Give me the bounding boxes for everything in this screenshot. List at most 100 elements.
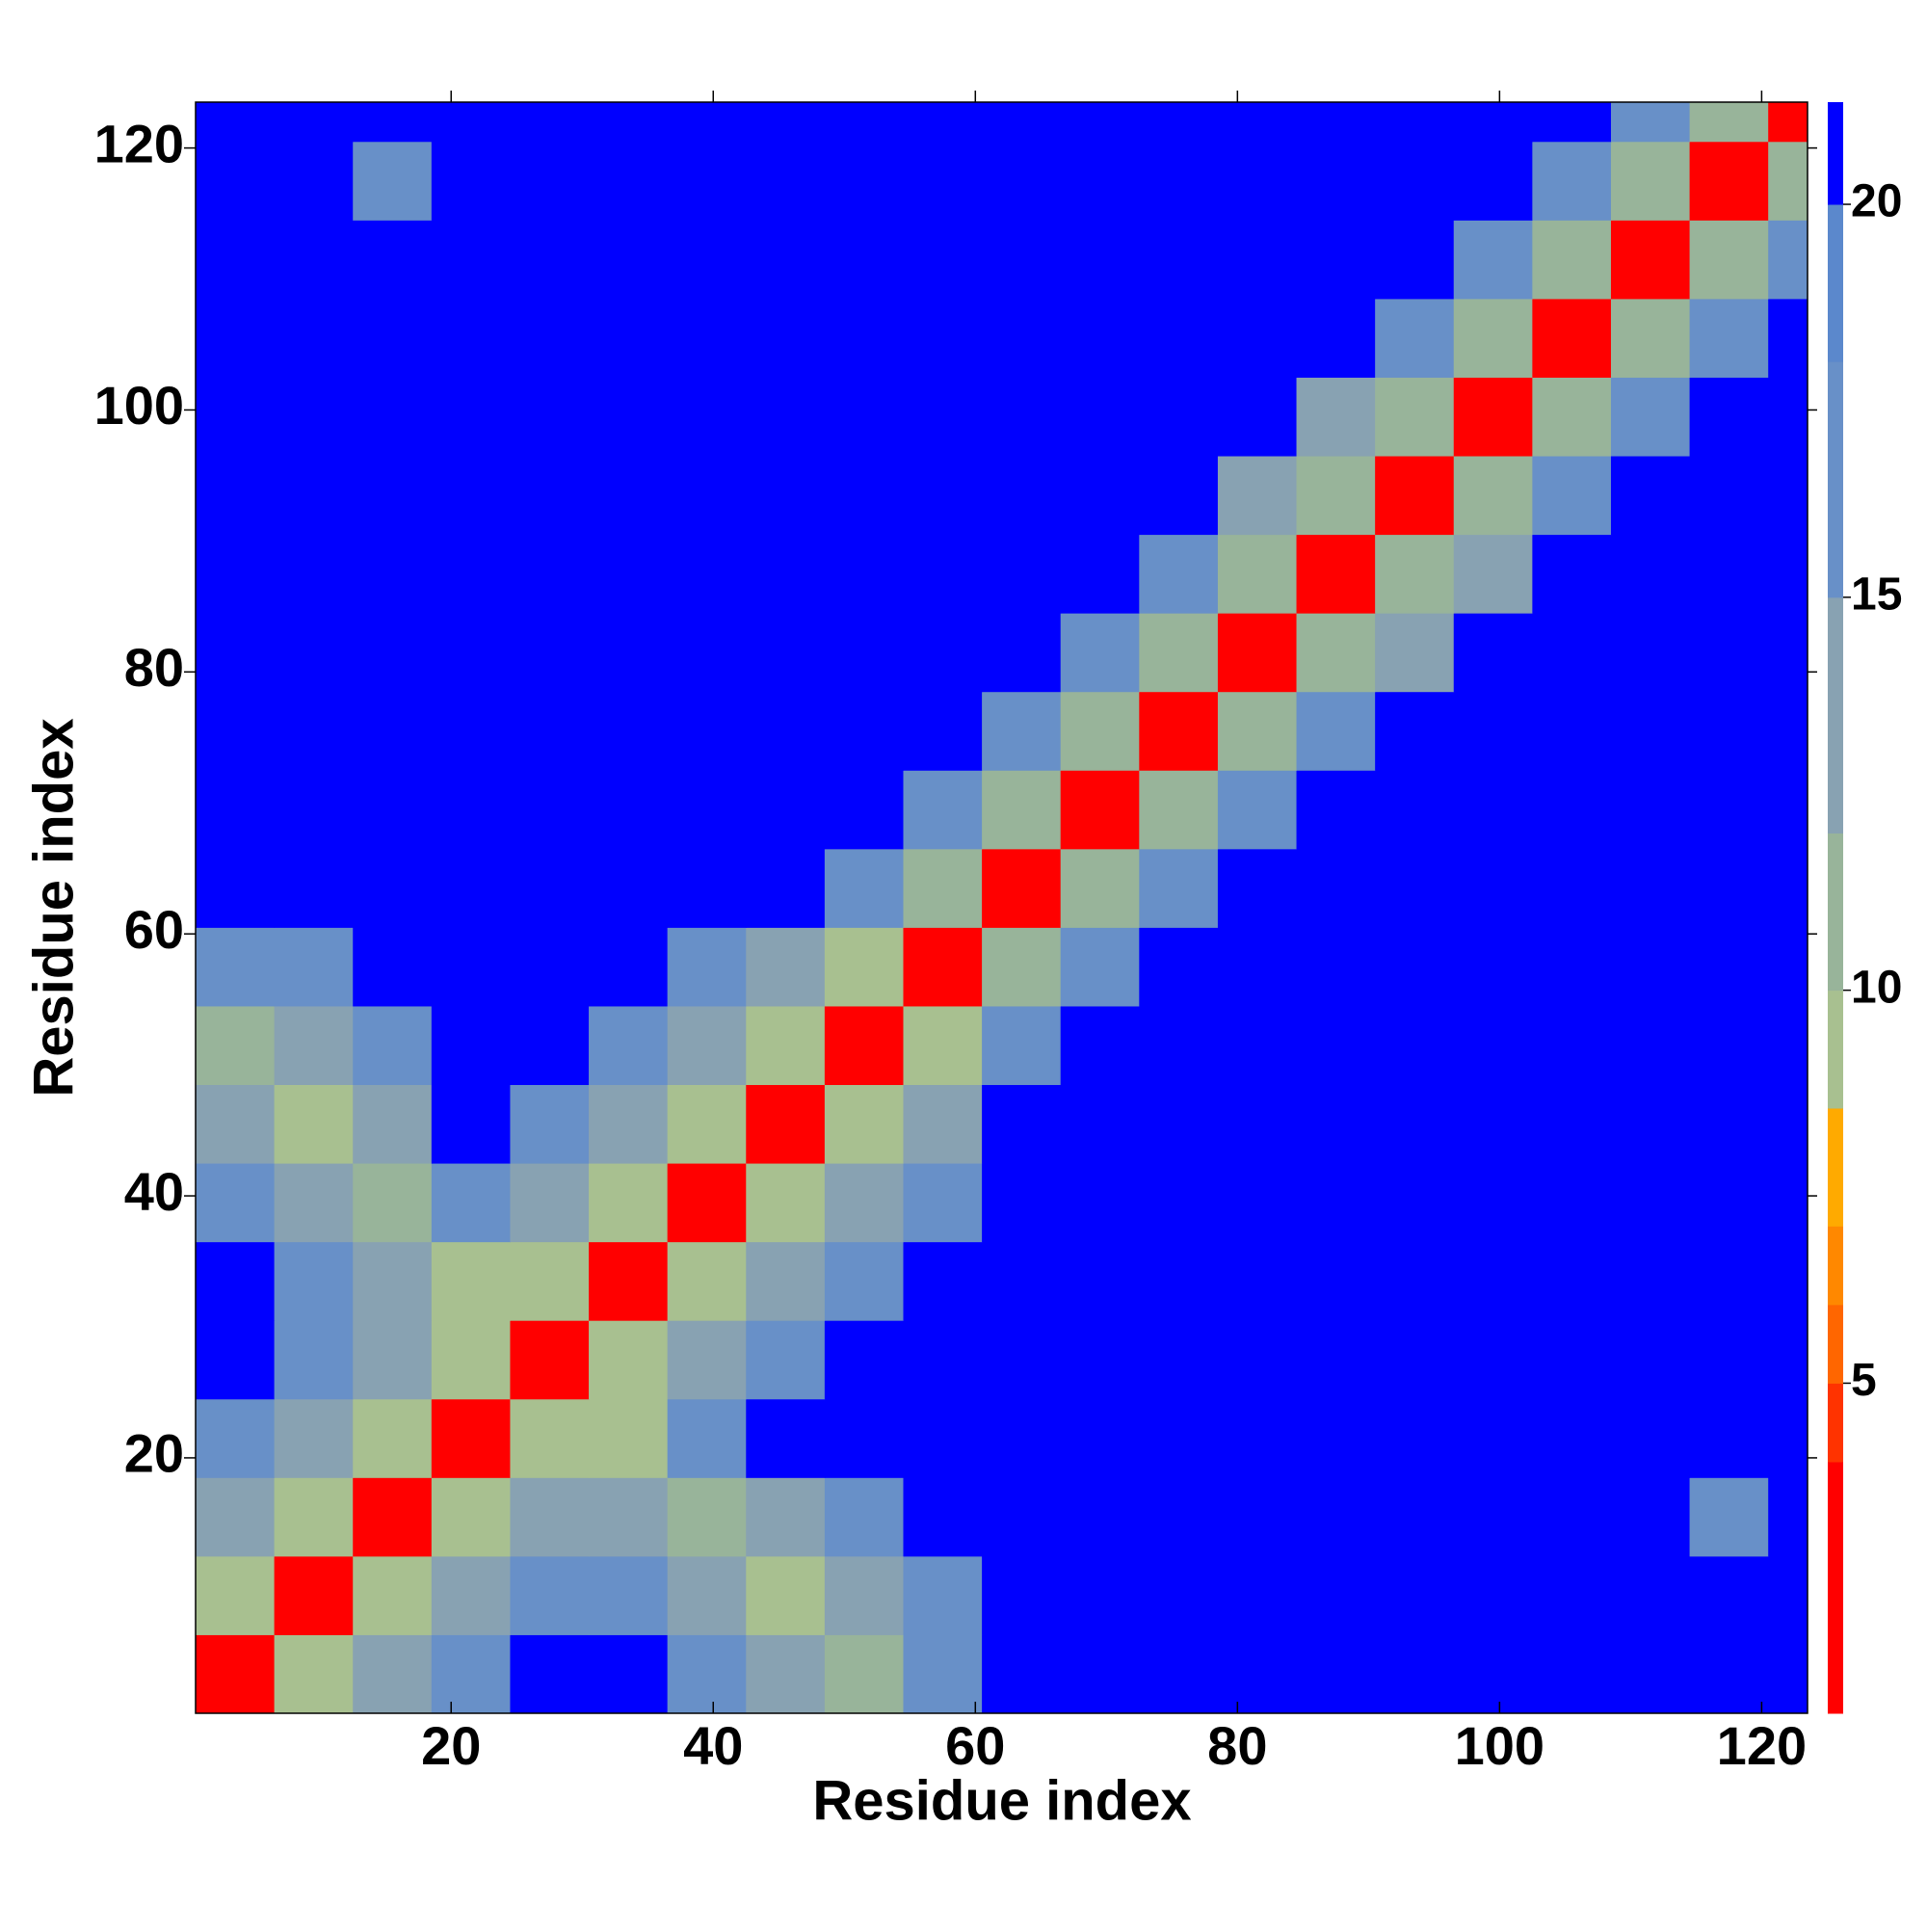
heatmap-cell <box>903 298 983 378</box>
heatmap-cell <box>1375 1241 1455 1321</box>
heatmap-cell <box>1689 927 1769 1007</box>
heatmap-cell <box>1375 377 1455 457</box>
y-tick-label: 100 <box>94 375 184 436</box>
heatmap-cell <box>667 1084 747 1164</box>
heatmap-cell <box>589 1163 669 1243</box>
heatmap-cell <box>903 1163 983 1243</box>
heatmap-cell <box>1453 534 1533 614</box>
x-tick-label: 100 <box>1455 1715 1544 1776</box>
heatmap-cell <box>982 613 1062 693</box>
heatmap-cell <box>1139 691 1219 771</box>
heatmap-cell <box>824 534 904 614</box>
heatmap-cell <box>903 534 983 614</box>
heatmap-cell <box>196 1320 276 1400</box>
heatmap-cell <box>1060 1634 1140 1714</box>
heatmap-cell <box>1060 220 1140 300</box>
heatmap-cell <box>1375 1634 1455 1714</box>
heatmap-cell <box>824 927 904 1007</box>
heatmap-cell <box>274 613 354 693</box>
heatmap-cell <box>1296 1398 1376 1478</box>
heatmap-cell <box>903 1477 983 1557</box>
heatmap-cell <box>746 691 826 771</box>
heatmap-cell <box>1532 377 1612 457</box>
heatmap-cell <box>1689 848 1769 928</box>
heatmap-cell <box>1532 927 1612 1007</box>
heatmap-cell <box>1139 770 1219 850</box>
heatmap-cell <box>1217 220 1298 300</box>
y-tick-label: 80 <box>124 637 184 698</box>
heatmap-cell <box>746 1241 826 1321</box>
heatmap-cell <box>667 377 747 457</box>
heatmap-cell <box>353 1398 433 1478</box>
heatmap-cell <box>746 1634 826 1714</box>
heatmap-cell <box>824 1398 904 1478</box>
heatmap-cell <box>510 1398 590 1478</box>
y-tick-label: 40 <box>124 1161 184 1222</box>
heatmap-cell <box>903 220 983 300</box>
heatmap-cell <box>1296 377 1376 457</box>
heatmap-cell <box>982 220 1062 300</box>
heatmap-cell <box>589 1477 669 1557</box>
heatmap-cell <box>1610 1555 1691 1635</box>
heatmap-cell <box>1217 927 1298 1007</box>
heatmap-cell <box>746 1005 826 1086</box>
heatmap-cell <box>1453 377 1533 457</box>
heatmap-cell <box>1296 298 1376 378</box>
heatmap-cell <box>1060 1163 1140 1243</box>
heatmap-cell <box>510 927 590 1007</box>
heatmap-cell <box>1453 927 1533 1007</box>
heatmap-cell <box>1610 456 1691 536</box>
heatmap-cell <box>1610 691 1691 771</box>
heatmap-cell <box>431 1320 511 1400</box>
heatmap-cell <box>510 1320 590 1400</box>
heatmap-cell <box>1217 770 1298 850</box>
heatmap-cell <box>1060 1320 1140 1400</box>
heatmap-cell <box>1296 848 1376 928</box>
heatmap-cell <box>1610 1241 1691 1321</box>
heatmap-cell <box>1217 1163 1298 1243</box>
heatmap-cell <box>1532 1555 1612 1635</box>
heatmap-cell <box>1610 298 1691 378</box>
heatmap-cell <box>1060 613 1140 693</box>
heatmap-cell <box>1139 1555 1219 1635</box>
heatmap-cell <box>1375 141 1455 221</box>
heatmap-cell <box>431 1005 511 1086</box>
heatmap-cell <box>274 1477 354 1557</box>
heatmap-cell <box>1768 1320 1808 1400</box>
heatmap-cell <box>746 848 826 928</box>
heatmap-cell <box>982 691 1062 771</box>
y-tick-label: 60 <box>124 899 184 960</box>
x-tick-label: 120 <box>1717 1715 1807 1776</box>
heatmap-cell <box>510 613 590 693</box>
heatmap-cell <box>1060 298 1140 378</box>
heatmap-cell <box>353 1477 433 1557</box>
heatmap-cell <box>1217 534 1298 614</box>
heatmap-cell <box>1217 456 1298 536</box>
heatmap-cell <box>196 1398 276 1478</box>
heatmap-cell <box>667 770 747 850</box>
heatmap-cell <box>353 1005 433 1086</box>
heatmap-cell <box>510 1163 590 1243</box>
heatmap-cell <box>353 691 433 771</box>
x-tick-label: 20 <box>421 1715 481 1776</box>
heatmap-cell <box>824 1320 904 1400</box>
heatmap-cell <box>1139 377 1219 457</box>
heatmap-cell <box>274 1634 354 1714</box>
heatmap-cell <box>196 613 276 693</box>
heatmap-cell <box>1532 534 1612 614</box>
heatmap-cell <box>667 1477 747 1557</box>
y-axis-label: Residue index <box>22 718 85 1097</box>
heatmap-cell <box>196 848 276 928</box>
y-tick-label: 120 <box>94 113 184 173</box>
heatmap-cell <box>1060 1398 1140 1478</box>
heatmap-cell <box>1532 691 1612 771</box>
heatmap-cell <box>1453 102 1533 143</box>
heatmap-cell <box>353 927 433 1007</box>
heatmap-cell <box>1060 1477 1140 1557</box>
heatmap-cell <box>1296 1241 1376 1321</box>
heatmap-cell <box>746 1320 826 1400</box>
heatmap-cell <box>510 456 590 536</box>
heatmap-cell <box>1768 848 1808 928</box>
heatmap-cell <box>196 1163 276 1243</box>
heatmap-cell <box>824 1477 904 1557</box>
